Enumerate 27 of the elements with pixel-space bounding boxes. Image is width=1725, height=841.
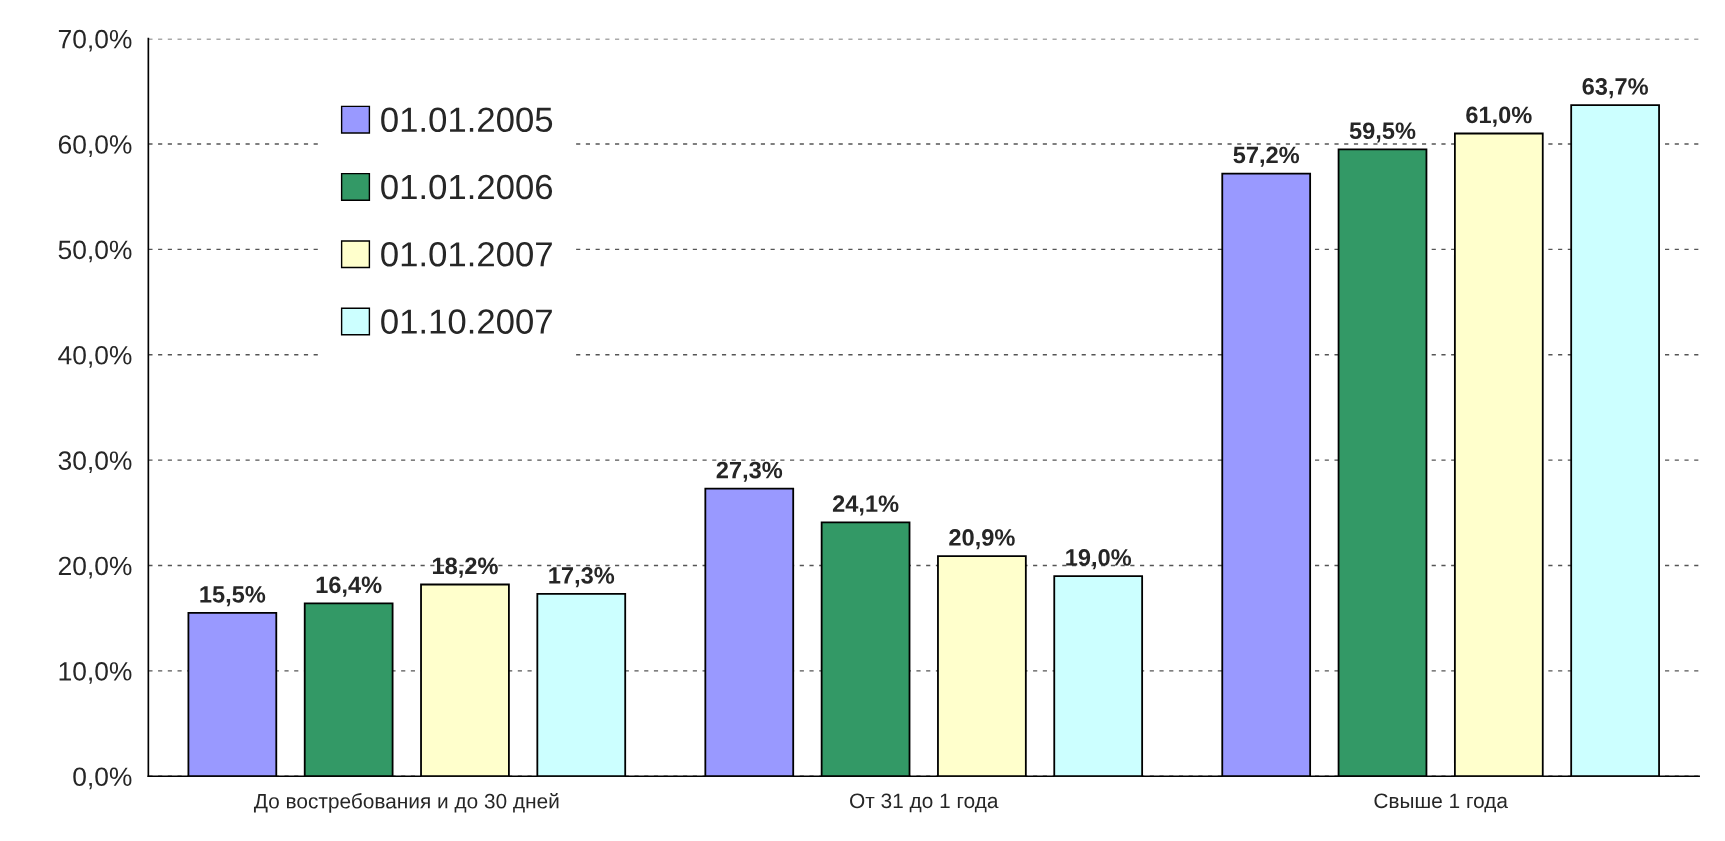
data-label: 15,5% <box>200 586 266 607</box>
data-label: 57,2% <box>1233 146 1300 167</box>
y-tick-label: 50,0% <box>58 240 132 263</box>
y-tick-label: 0,0% <box>73 767 132 790</box>
y-tick-label: 60,0% <box>58 135 132 157</box>
data-label: 19,0% <box>1066 549 1132 570</box>
data-label: 18,2% <box>432 557 498 578</box>
x-tick-label: Свыше 1 года <box>1374 793 1508 813</box>
data-label: 27,3% <box>716 461 783 482</box>
data-label: 16,4% <box>316 576 382 597</box>
legend-label: 01.01.2007 <box>381 242 552 267</box>
data-label: 20,9% <box>949 529 1015 550</box>
y-tick-label: 70,0% <box>58 29 132 52</box>
y-tick-label: 30,0% <box>58 451 132 474</box>
x-tick-label: До востребования и до 30 дней <box>253 792 559 813</box>
legend-label: 01.01.2006 <box>381 174 553 200</box>
legend-label: 01.10.2007 <box>381 309 552 334</box>
data-label: 59,5% <box>1349 122 1416 143</box>
y-tick-label: 40,0% <box>58 345 132 368</box>
y-tick-label: 10,0% <box>59 662 132 684</box>
data-label: 61,0% <box>1466 106 1532 127</box>
legend-label: 01.01.2005 <box>381 107 553 133</box>
data-label: 17,3% <box>549 567 615 588</box>
data-label: 24,1% <box>832 495 899 516</box>
data-label: 63,7% <box>1582 78 1648 99</box>
x-tick-label: От 31 до 1 года <box>850 793 999 813</box>
y-tick-label: 20,0% <box>58 556 132 579</box>
